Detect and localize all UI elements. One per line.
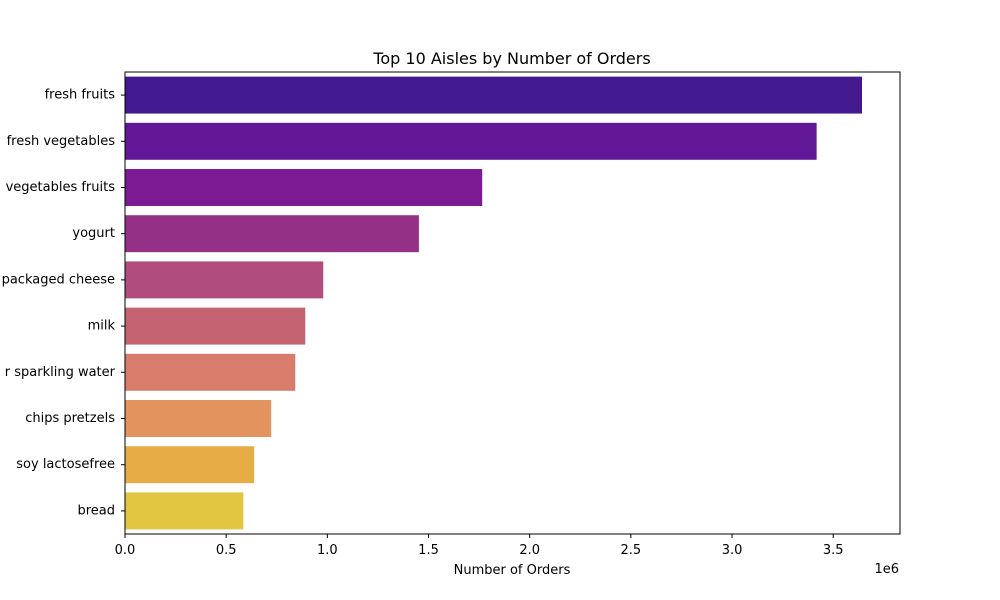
bar-fresh-fruits [125, 76, 862, 114]
bar-water-seltzer-sparkling-water [125, 353, 296, 391]
y-tick-label: fresh fruits [45, 88, 116, 103]
plot-frame [124, 71, 901, 535]
y-tick-label: vegetables fruits [6, 180, 116, 195]
y-tick-label: yogurt [72, 226, 115, 241]
chart-title: Top 10 Aisles by Number of Orders [372, 49, 650, 68]
y-tick-label: bread [77, 503, 115, 518]
bar-soy-lactosefree [125, 446, 255, 484]
x-axis-label: Number of Orders [454, 563, 571, 578]
x-tick-label: 3.0 [722, 543, 743, 558]
x-axis-offset-label: 1e6 [874, 562, 899, 577]
y-tick-label: fresh vegetables [7, 134, 116, 149]
x-tick-label: 2.5 [621, 543, 642, 558]
y-axis-ticks: fresh fruits fresh vegetables vegetables f… [2, 88, 125, 518]
y-tick-label: chips pretzels [25, 411, 115, 426]
y-tick-label: milk [88, 319, 116, 334]
y-tick-label: soy lactosefree [16, 457, 115, 472]
bars-group [125, 76, 862, 530]
bar-fresh-vegetables [125, 122, 817, 160]
y-tick-label: packaged cheese [2, 272, 115, 287]
bar-packaged-vegetables-fruits [125, 169, 483, 206]
bar-chips-pretzels [125, 400, 272, 437]
x-tick-label: 0.0 [115, 543, 136, 558]
bar-milk [125, 307, 306, 345]
x-tick-label: 3.5 [823, 543, 844, 558]
x-tick-label: 2.0 [519, 543, 540, 558]
x-tick-label: 1.0 [317, 543, 338, 558]
bar-yogurt [125, 215, 419, 253]
x-axis-ticks: 0.0 0.5 1.0 1.5 2.0 2.5 3.0 3.5 [115, 534, 844, 558]
bar-bread [125, 492, 244, 530]
bar-packaged-cheese [125, 261, 324, 299]
y-tick-label: r sparkling water [5, 365, 116, 380]
x-tick-label: 1.5 [418, 543, 439, 558]
x-tick-label: 0.5 [216, 543, 237, 558]
